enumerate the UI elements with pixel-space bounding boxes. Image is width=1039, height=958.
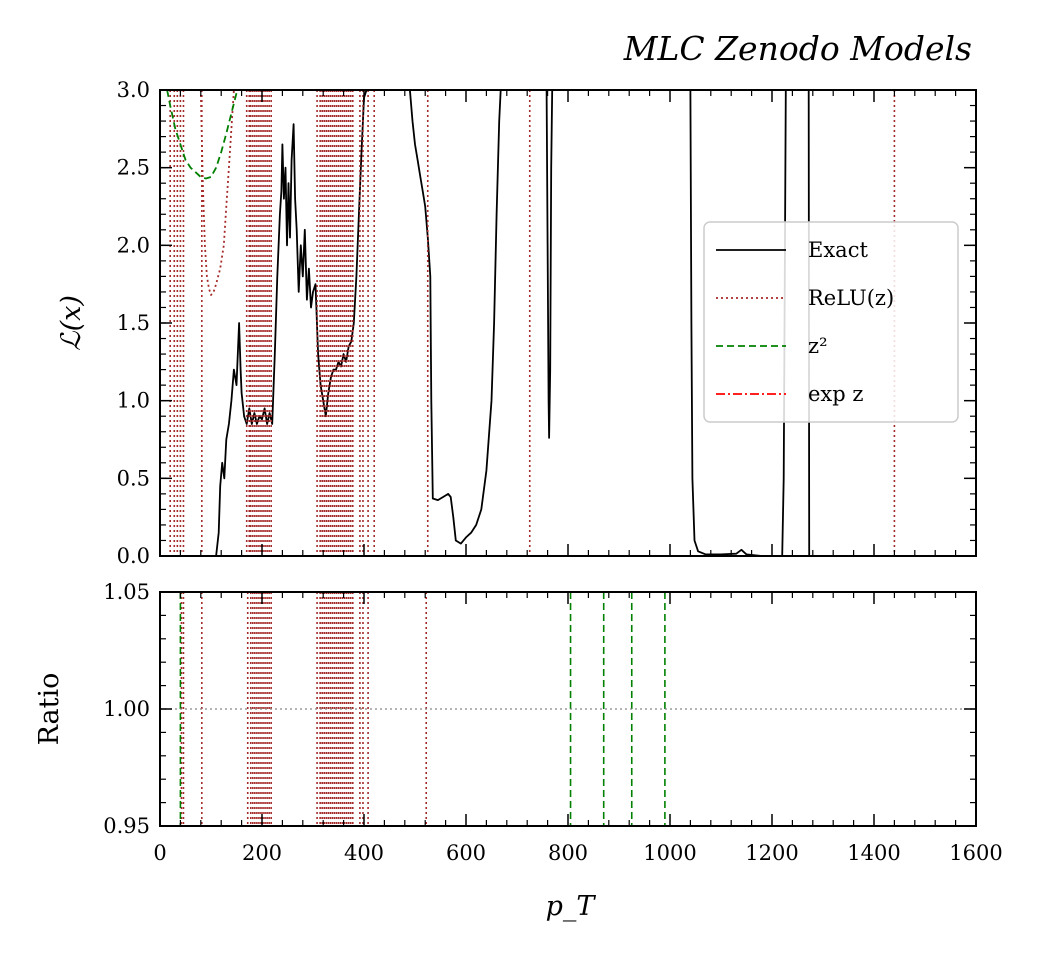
main-axes: 0.0 0.5 1.0 1.5 2.0 2.5 3.0 [117, 78, 977, 568]
main-y-tick-label: 0.0 [117, 544, 150, 568]
ratio-x-tick-label: 1000 [643, 841, 696, 865]
ratio-x-tick-label: 800 [548, 841, 588, 865]
main-z-line [166, 90, 239, 180]
ratio-y-tick-label: 1.00 [103, 697, 150, 721]
ratio-x-tick-label: 600 [446, 841, 486, 865]
ratio-y-tick-label: 0.95 [103, 814, 150, 838]
main-y-tick-label: 1.0 [117, 389, 150, 413]
main-y-tick-label: 2.0 [117, 233, 150, 257]
legend-label: z² [808, 334, 827, 358]
ratio-y-tick-label: 1.05 [103, 580, 150, 604]
ratio-x-tick-label: 1400 [847, 841, 900, 865]
ratio-y-axis-label: Ratio [34, 673, 65, 746]
ratio-x-tick-label: 1600 [949, 841, 1002, 865]
ratio-plot-area [160, 592, 976, 826]
legend-label: Exact [808, 238, 868, 262]
ratio-x-tick-label: 1200 [745, 841, 798, 865]
x-axis-label: p_T [546, 891, 597, 922]
ratio-frame [159, 591, 977, 827]
ratio-axes: 0 200 400 600 800 1000 1200 1400 1600 0.95 1.00 1.0… [103, 580, 1002, 865]
main-y-axis-label: ℒ(x) [56, 295, 87, 351]
main-y-tick-label: 2.5 [117, 156, 150, 180]
legend-label: exp z [808, 382, 863, 406]
legend-label: ReLU(z) [808, 286, 894, 310]
main-plot-area [166, 90, 976, 556]
ratio-x-tick-label: 0 [153, 841, 166, 865]
main-y-tick-label: 1.5 [117, 311, 150, 335]
chart-legend: Exact ReLU(z) z² exp z [703, 221, 959, 423]
ratio-x-tick-label: 200 [242, 841, 282, 865]
main-relu-z-line [199, 90, 235, 296]
legend-frame [703, 221, 959, 423]
ratio-x-tick-label: 400 [344, 841, 384, 865]
main-y-tick-label: 0.5 [117, 466, 150, 490]
main-y-tick-label: 3.0 [117, 78, 150, 102]
chart-title: MLC Zenodo Models [623, 29, 972, 68]
